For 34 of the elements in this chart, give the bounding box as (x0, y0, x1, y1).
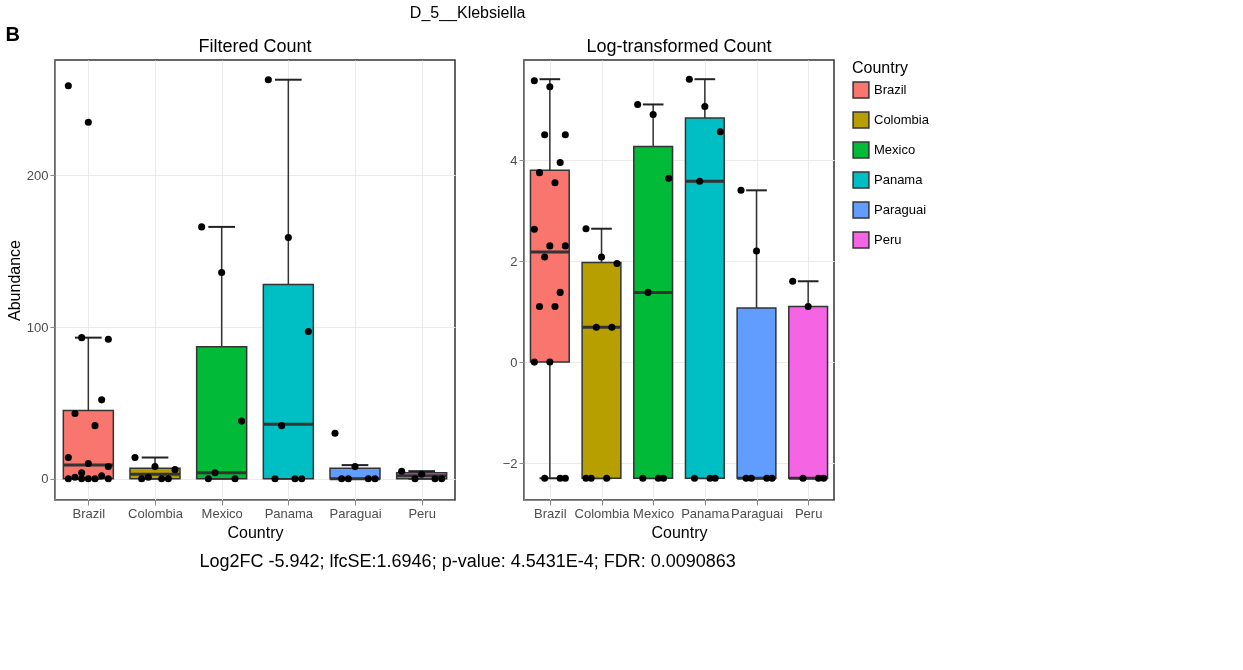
legend-label: Peru (874, 232, 902, 247)
x-tick-label: Panama (264, 505, 314, 521)
x-tick-label: Paraguai (329, 505, 382, 521)
y-tick-label: 100 (26, 319, 49, 335)
y-tick-label: −2 (502, 455, 518, 471)
x-tick-label: Paraguai (730, 505, 784, 521)
x-axis-title: Country (227, 523, 284, 541)
y-tick-label: 0 (41, 471, 49, 487)
y-tick-label: 0 (510, 354, 518, 370)
legend-label: Panama (874, 172, 924, 187)
y-tick-label: 4 (510, 152, 518, 168)
legend-title: Country (651, 523, 708, 541)
x-tick-label: Peru (794, 505, 823, 521)
text: D_5__Klebsiella (409, 4, 526, 23)
text: Log2FC -5.942; lfcSE:1.6946; p-value: 4.5431E-4; FDR: 0.0090863 (199, 550, 736, 571)
x-tick-label: Mexico (633, 505, 675, 521)
chart-title: Filtered Count (198, 36, 312, 56)
x-tick-label: Brazil (72, 505, 106, 521)
x-tick-label: Colombia (128, 505, 184, 521)
x-axis-title: Country (852, 59, 909, 76)
y-axis-title: Abundance (5, 239, 23, 321)
x-tick-label: Brazil (534, 505, 567, 521)
legend-label: Mexico (874, 142, 916, 157)
x-tick-label: Peru (408, 505, 436, 521)
x-tick-label: Mexico (201, 505, 243, 521)
x-tick-label: Colombia (574, 505, 631, 521)
legend-label: Paraguai (874, 202, 927, 217)
legend-label: Colombia (874, 112, 930, 127)
legend-label: Brazil (874, 82, 907, 97)
y-tick-label: 2 (510, 253, 518, 269)
chart-title: Log-transformed Count (586, 36, 772, 56)
y-tick-label: 200 (26, 167, 49, 183)
x-tick-label: Panama (681, 505, 731, 521)
text: B (5, 23, 21, 46)
